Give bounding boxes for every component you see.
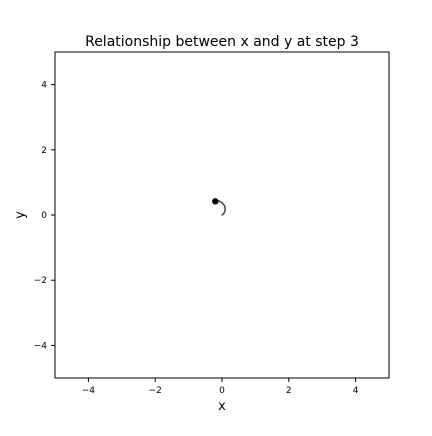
plot-area [212,198,227,216]
x-tick-label: −4 [82,386,96,396]
y-tick-label: −2 [34,276,47,286]
trajectory-line [215,200,227,216]
x-tick-label: 2 [286,386,292,396]
y-tick-label: 0 [41,211,47,221]
y-tick-label: −4 [34,341,48,351]
x-axis-ticks: −4 −2 0 2 4 [82,378,359,396]
x-axis-label: x [218,399,226,414]
chart-title: Relationship between x and y at step 3 [85,34,359,50]
y-tick-label: 4 [41,81,47,91]
y-tick-label: 2 [41,146,47,156]
current-position-point [212,198,219,205]
x-tick-label: −2 [149,386,162,396]
x-tick-label: 4 [353,386,359,396]
y-axis-ticks: −4 −2 0 2 4 [34,81,55,351]
y-axis-label: y [13,211,28,219]
x-tick-label: 0 [219,386,225,396]
